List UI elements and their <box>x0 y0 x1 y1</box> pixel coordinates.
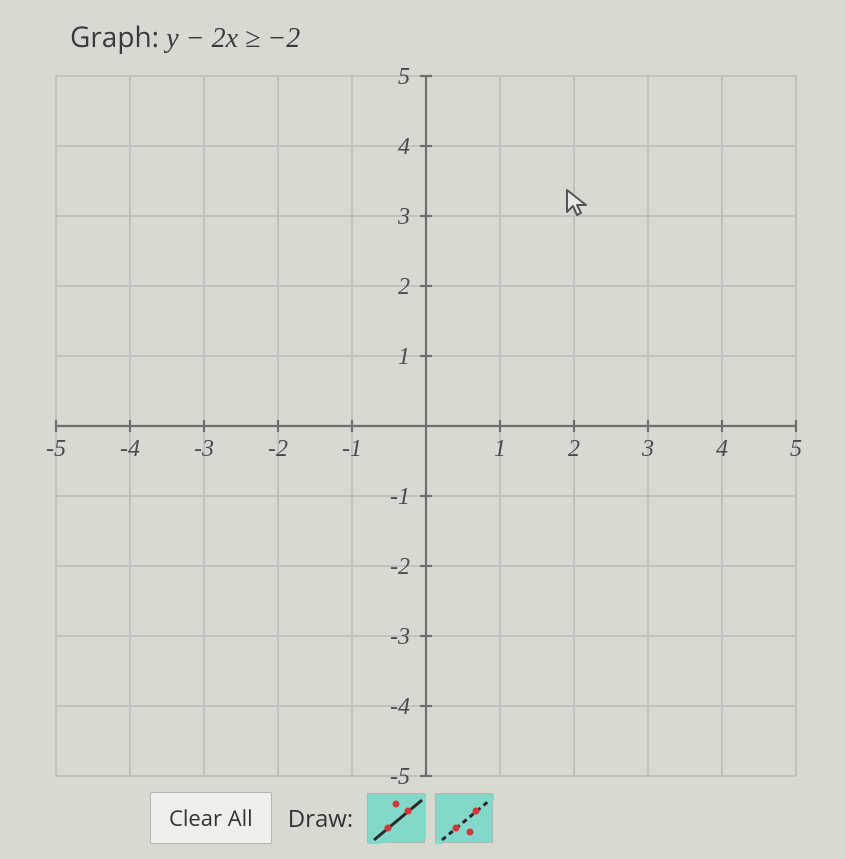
svg-text:3: 3 <box>641 436 654 462</box>
tool-solid-region[interactable] <box>367 793 425 843</box>
svg-text:2: 2 <box>568 436 580 462</box>
svg-text:2: 2 <box>398 274 410 300</box>
grid-svg[interactable]: -5 -4 -3 -2 -1 1 2 3 4 5 5 4 3 2 1 -1 -2 -3 -4 -5 <box>46 66 806 786</box>
svg-text:-2: -2 <box>390 554 410 580</box>
tool-dashed-region[interactable] <box>435 793 493 843</box>
draw-toolbar: Clear All Draw: <box>150 792 805 844</box>
svg-text:3: 3 <box>397 204 410 230</box>
graph-title: Graph: y − 2x ≥ −2 <box>70 18 805 56</box>
exercise-container: Graph: y − 2x ≥ −2 -5-4-3-2-11234554321-… <box>0 0 845 844</box>
svg-text:-3: -3 <box>194 436 214 462</box>
svg-text:-4: -4 <box>120 436 140 462</box>
svg-text:-2: -2 <box>268 436 288 462</box>
svg-text:4: 4 <box>398 134 410 160</box>
coordinate-plane[interactable]: -5 -4 -3 -2 -1 1 2 3 4 5 5 4 3 2 1 -1 -2 -3 -4 -5 <box>46 66 806 786</box>
svg-text:1: 1 <box>398 344 410 370</box>
svg-text:5: 5 <box>398 66 410 90</box>
title-prefix: Graph: <box>70 18 166 56</box>
svg-text:-4: -4 <box>390 694 410 720</box>
svg-text:-3: -3 <box>390 624 410 650</box>
svg-text:-5: -5 <box>46 436 66 462</box>
draw-label: Draw: <box>288 802 353 835</box>
svg-text:5: 5 <box>790 436 802 462</box>
svg-text:-1: -1 <box>342 436 362 462</box>
clear-all-button[interactable]: Clear All <box>150 792 272 844</box>
svg-text:-5: -5 <box>390 764 410 786</box>
svg-text:-1: -1 <box>390 484 410 510</box>
svg-text:4: 4 <box>716 436 728 462</box>
inequality-expression: y − 2x ≥ −2 <box>166 23 300 54</box>
svg-text:1: 1 <box>494 436 506 462</box>
